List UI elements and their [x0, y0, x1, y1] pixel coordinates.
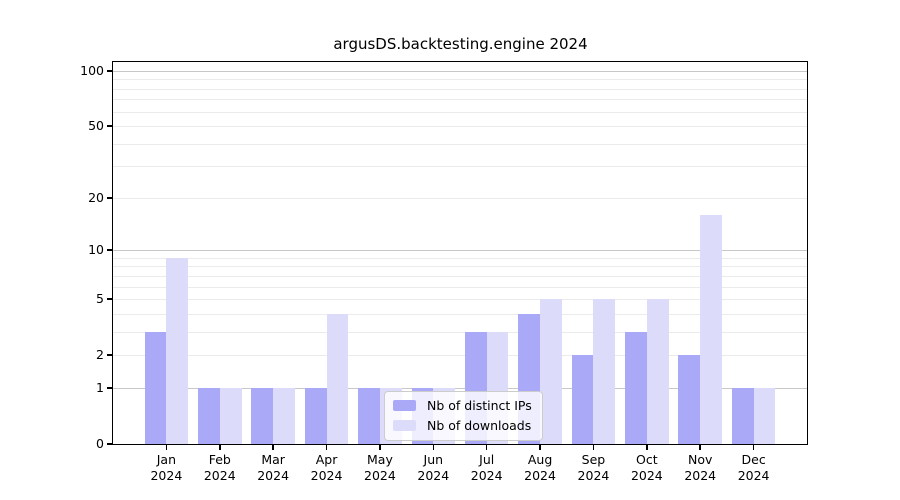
bar-downloads: [593, 299, 616, 444]
legend-label-downloads: Nb of downloads: [427, 418, 532, 433]
bar-downloads: [753, 387, 776, 444]
gridline-minor: [113, 299, 807, 301]
x-tick-label: Sep 2024: [577, 452, 610, 483]
x-tick-label: Oct 2024: [630, 452, 663, 483]
gridline-minor: [113, 126, 807, 128]
bar-downloads: [166, 257, 189, 444]
gridline-minor: [113, 99, 807, 101]
bar-distinct-ips: [358, 387, 380, 444]
y-tick: [107, 354, 112, 356]
bar-downloads: [326, 313, 349, 444]
bar-downloads: [646, 299, 669, 444]
gridline-major: [113, 71, 807, 72]
y-tick-label: 20: [88, 189, 104, 205]
bar-downloads: [700, 215, 723, 444]
legend-item-downloads: Nb of downloads: [393, 418, 532, 433]
x-tick: [325, 445, 328, 450]
legend-label-distinct-ips: Nb of distinct IPs: [427, 398, 532, 413]
y-tick-label: 100: [80, 63, 104, 78]
bar-distinct-ips: [197, 387, 220, 444]
y-tick: [107, 249, 112, 251]
y-tick: [107, 197, 112, 199]
gridline-minor: [113, 266, 807, 268]
plot-content: [113, 62, 807, 444]
y-tick: [107, 443, 112, 445]
y-tick-label: 10: [88, 242, 104, 258]
bar-distinct-ips: [251, 387, 274, 444]
gridline-minor: [113, 355, 807, 357]
x-tick: [592, 445, 595, 450]
x-tick-label: Feb 2024: [203, 452, 236, 483]
y-tick: [107, 387, 112, 389]
gridline-minor: [113, 286, 807, 288]
x-tick: [432, 445, 435, 450]
gridline-minor: [113, 313, 807, 315]
bar-distinct-ips: [731, 387, 754, 444]
x-tick: [699, 445, 701, 450]
x-tick: [752, 445, 755, 450]
bar-distinct-ips: [625, 331, 647, 444]
x-tick-label: Dec 2024: [737, 452, 770, 483]
bar-distinct-ips: [144, 331, 167, 444]
x-tick-label: May 2024: [364, 452, 396, 483]
gridline-minor: [113, 275, 807, 277]
y-tick-label: 5: [96, 291, 104, 307]
gridline-minor: [113, 197, 807, 199]
x-tick: [646, 445, 648, 450]
gridline-major: [113, 250, 807, 252]
y-tick-label: 2: [96, 347, 104, 363]
gridline-minor: [113, 143, 807, 145]
chart-title: argusDS.backtesting.engine 2024: [333, 35, 588, 53]
gridline-minor: [113, 331, 807, 333]
x-tick: [485, 445, 488, 450]
bar-downloads: [273, 387, 295, 444]
y-tick: [107, 70, 112, 72]
gridline-minor: [113, 257, 807, 259]
x-tick-label: Mar 2024: [257, 452, 290, 483]
bar-distinct-ips: [678, 355, 701, 444]
legend-swatch-downloads: [393, 420, 416, 431]
bar-downloads: [540, 299, 562, 444]
y-tick: [107, 298, 112, 300]
x-tick: [272, 445, 274, 450]
y-tick-label: 50: [88, 118, 104, 134]
x-tick-label: Jun 2024: [417, 452, 450, 483]
legend-item-distinct-ips: Nb of distinct IPs: [393, 398, 532, 413]
gridline-major: [113, 387, 807, 389]
gridline-minor: [113, 166, 807, 168]
x-tick-label: Jul 2024: [470, 452, 503, 483]
x-tick-label: Nov 2024: [684, 452, 717, 483]
y-tick: [107, 125, 112, 127]
x-tick: [219, 445, 221, 450]
x-tick: [165, 445, 168, 450]
legend: Nb of distinct IPs Nb of downloads: [384, 391, 543, 441]
y-tick-label: 1: [96, 379, 104, 395]
x-tick-label: Jan 2024: [150, 452, 183, 483]
gridline-minor: [113, 79, 807, 81]
gridline-minor: [113, 111, 807, 113]
bar-downloads: [219, 387, 242, 444]
gridline-minor: [113, 88, 807, 90]
bar-distinct-ips: [571, 355, 594, 444]
x-tick-label: Apr 2024: [310, 452, 343, 483]
x-tick: [379, 445, 381, 450]
y-tick-label: 0: [96, 436, 104, 451]
x-tick: [539, 445, 541, 450]
x-tick-label: Aug 2024: [524, 452, 556, 483]
bar-distinct-ips: [304, 387, 327, 444]
legend-swatch-distinct-ips: [393, 400, 416, 411]
